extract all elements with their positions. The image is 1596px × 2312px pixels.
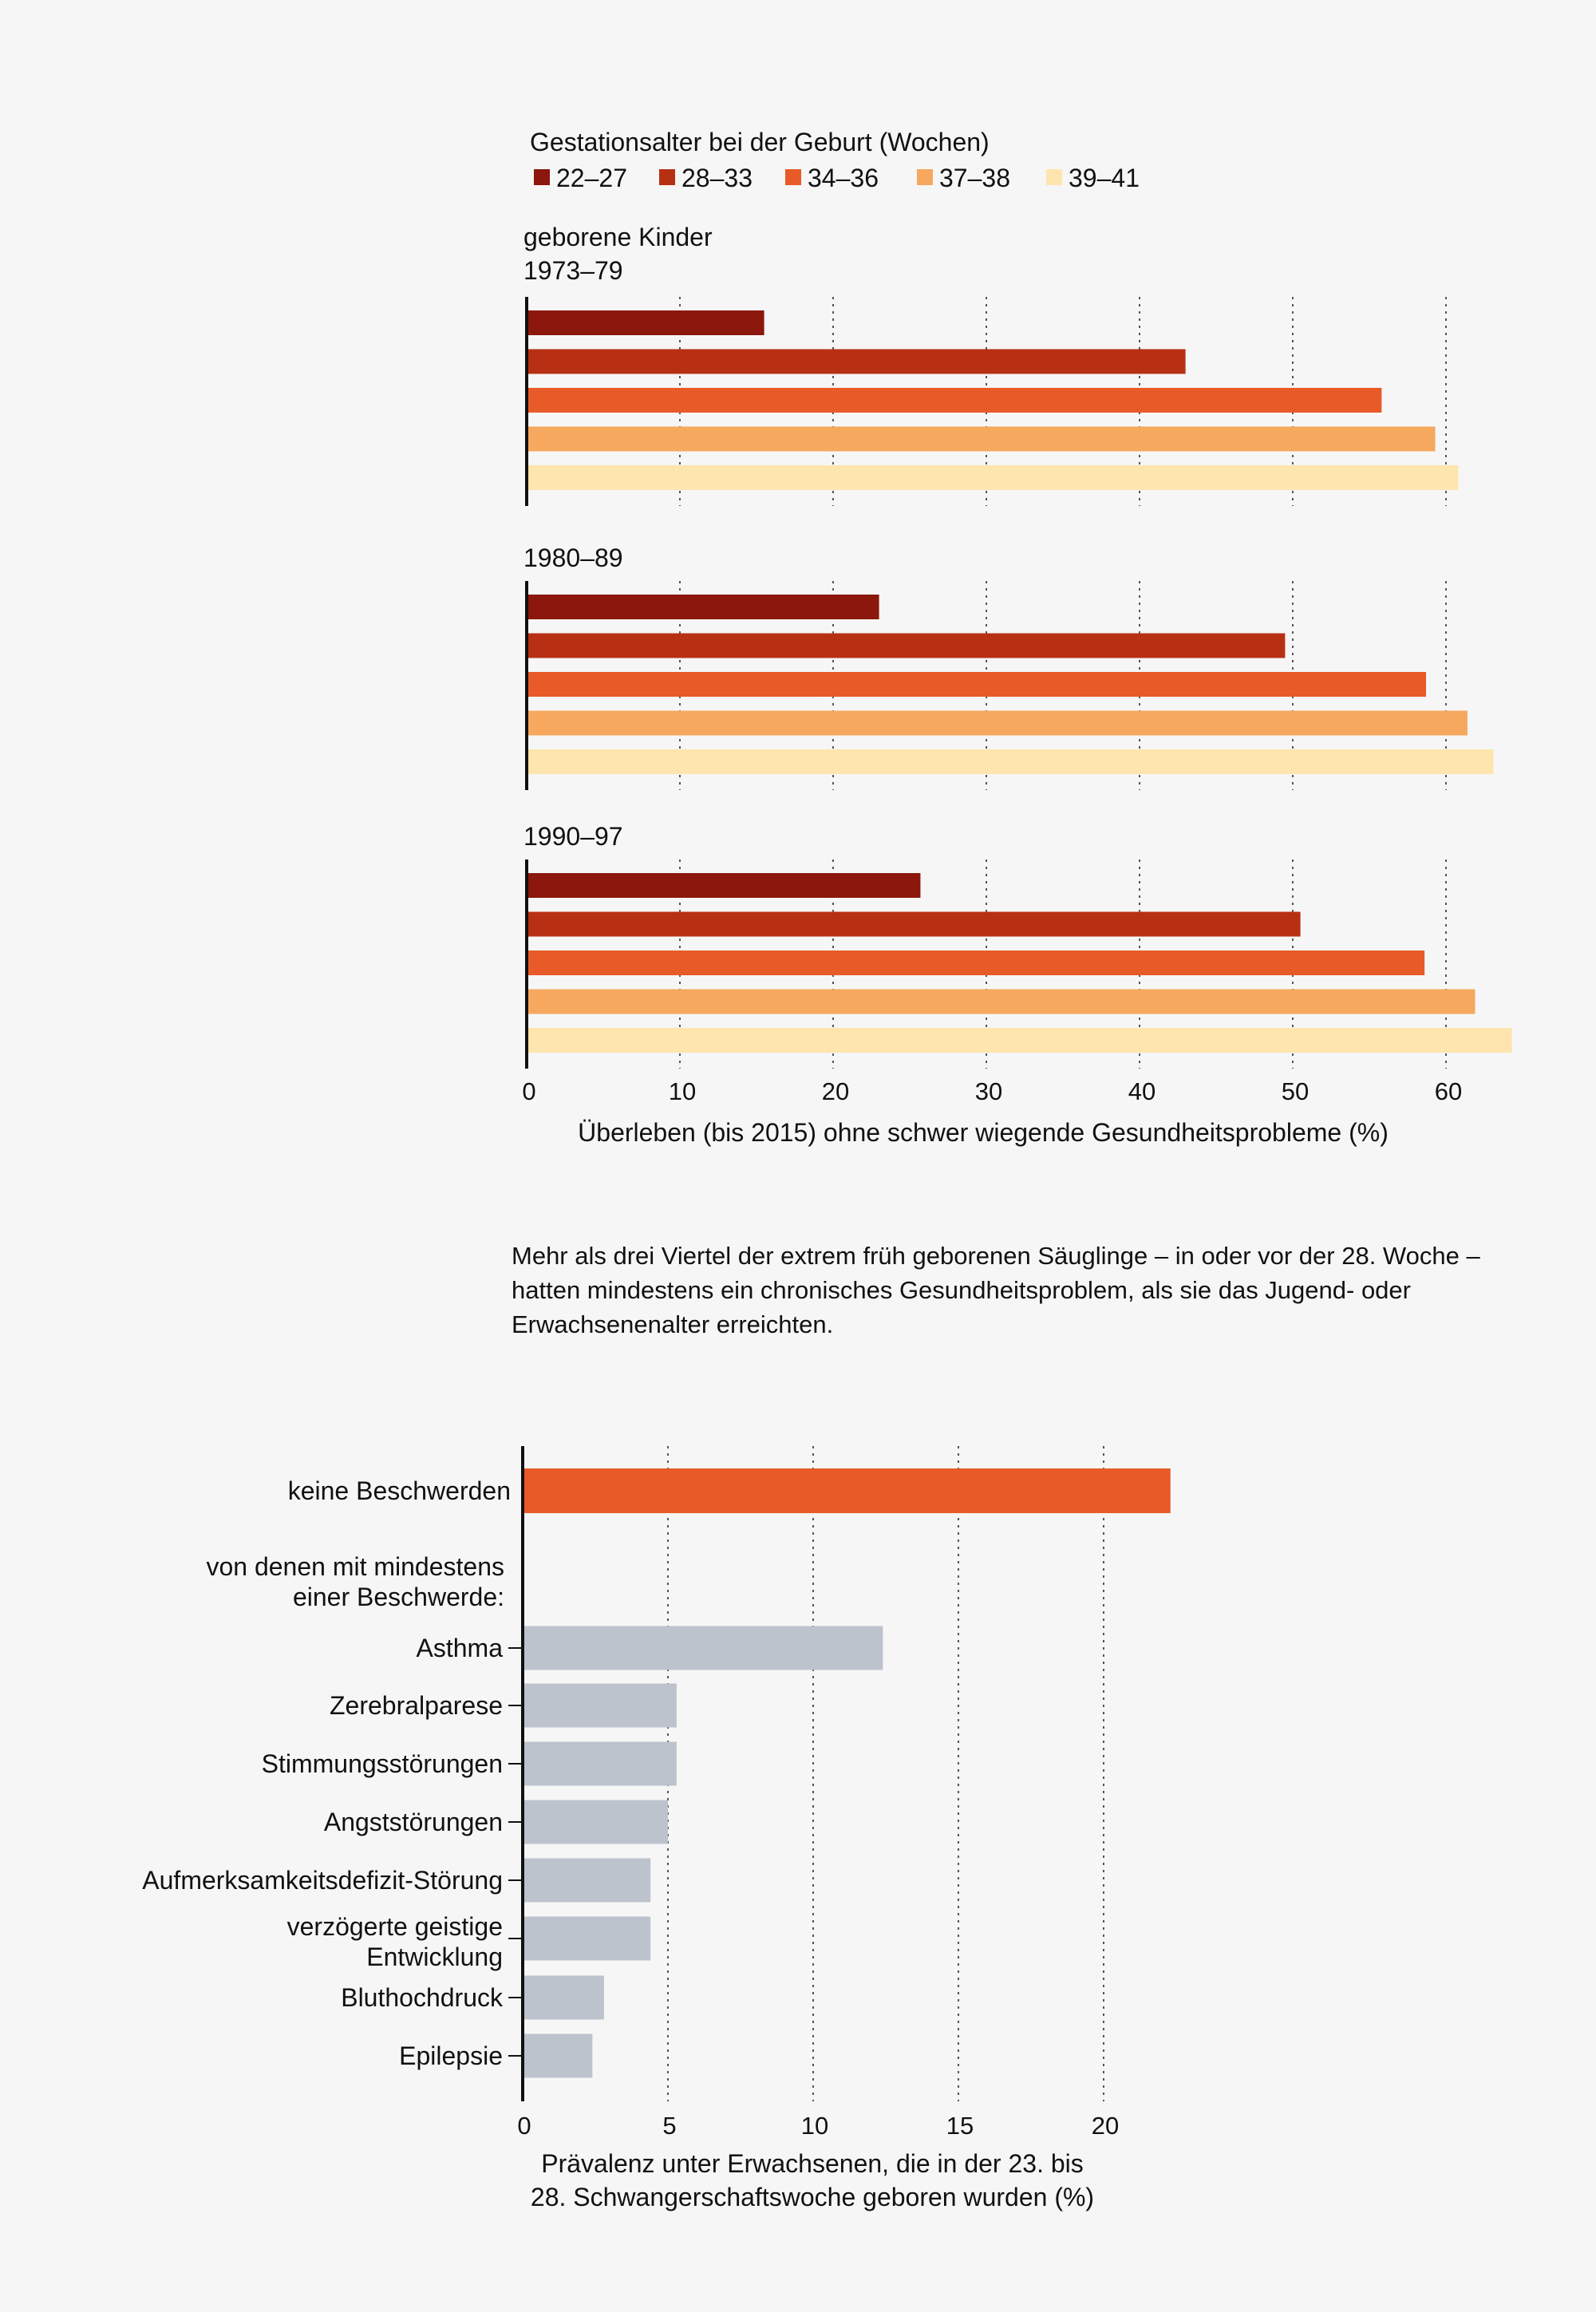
tick-label: 50 bbox=[1282, 1077, 1309, 1105]
tick-label: 40 bbox=[1128, 1077, 1156, 1105]
legend-swatch bbox=[1046, 169, 1062, 185]
bar bbox=[527, 1028, 1512, 1053]
bar bbox=[527, 911, 1301, 937]
bar bbox=[523, 1741, 677, 1786]
tick-label: 10 bbox=[801, 2112, 828, 2140]
bar bbox=[523, 1800, 668, 1844]
bar bbox=[523, 1468, 1171, 1513]
bar bbox=[527, 950, 1425, 975]
bar bbox=[527, 633, 1286, 658]
tick-label: 20 bbox=[1092, 2112, 1119, 2140]
bar bbox=[527, 426, 1436, 452]
category-label-line: Entwicklung bbox=[366, 1942, 503, 1971]
category-label: keine Beschwerden bbox=[288, 1476, 511, 1505]
prevalence-chart: keine Beschwerden Asthma Zerebralparese Sti… bbox=[142, 1446, 1171, 2211]
tick-label: 15 bbox=[946, 2112, 974, 2140]
explanatory-note: Mehr als drei Viertel der extrem früh ge… bbox=[512, 1242, 1480, 1338]
cohort-panel: 1980–89 bbox=[523, 543, 1494, 790]
bar bbox=[527, 388, 1382, 413]
tick-label: 10 bbox=[669, 1077, 696, 1105]
cohort-panel: 1990–97 bbox=[523, 822, 1512, 1069]
tick-label: 60 bbox=[1435, 1077, 1462, 1105]
legend-swatch bbox=[785, 169, 801, 185]
bar bbox=[527, 672, 1427, 697]
bar bbox=[527, 873, 921, 898]
group-label: von denen mit mindestens bbox=[206, 1552, 504, 1581]
bar bbox=[527, 349, 1186, 374]
x-axis-title: Überleben (bis 2015) ohne schwer wiegend… bbox=[578, 1118, 1389, 1147]
tick-label: 20 bbox=[822, 1077, 849, 1105]
panel-label: 1990–97 bbox=[523, 822, 623, 851]
legend-label: 37–38 bbox=[939, 164, 1010, 192]
legend-label: 28–33 bbox=[681, 164, 753, 192]
bar bbox=[523, 1858, 651, 1903]
category-label: verzögerte geistige Entwicklung bbox=[287, 1912, 503, 1971]
bar bbox=[523, 1683, 677, 1728]
cohort-panel: 1973–79 bbox=[523, 256, 1459, 506]
category-label: Stimmungsstörungen bbox=[262, 1749, 503, 1778]
category-label: Epilepsie bbox=[399, 2041, 503, 2070]
x-axis-title: 28. Schwangerschaftswoche geboren wurden… bbox=[531, 2183, 1094, 2211]
category-label: Aufmerksamkeitsdefizit-Störung bbox=[142, 1866, 503, 1895]
bar bbox=[527, 595, 879, 619]
legend-swatch bbox=[659, 169, 675, 185]
bar bbox=[527, 749, 1494, 774]
x-axis-title: Prävalenz unter Erwachsenen, die in der … bbox=[541, 2149, 1084, 2178]
bar bbox=[523, 1975, 604, 2020]
bar bbox=[527, 989, 1476, 1014]
legend-label: 34–36 bbox=[808, 164, 879, 192]
legend-swatch bbox=[917, 169, 933, 185]
bar bbox=[523, 2033, 593, 2078]
survival-chart: Gestationsalter bei der Geburt (Wochen) 2… bbox=[522, 128, 1512, 1147]
legend-label: 39–41 bbox=[1069, 164, 1140, 192]
category-label: Bluthochdruck bbox=[341, 1983, 504, 2012]
legend-swatch bbox=[534, 169, 550, 185]
tick-label: 5 bbox=[662, 2112, 676, 2140]
bar bbox=[523, 1626, 883, 1670]
category-label: Angststörungen bbox=[324, 1808, 503, 1836]
group-label: einer Beschwerde: bbox=[293, 1583, 504, 1611]
category-label-line: verzögerte geistige bbox=[287, 1912, 503, 1941]
category-label: Zerebralparese bbox=[330, 1691, 503, 1720]
legend-title: Gestationsalter bei der Geburt (Wochen) bbox=[530, 128, 990, 156]
tick-label: 0 bbox=[522, 1077, 535, 1105]
bar bbox=[527, 465, 1459, 490]
bar bbox=[527, 710, 1468, 736]
category-label: Asthma bbox=[417, 1634, 504, 1662]
panel-caption: geborene Kinder bbox=[523, 223, 713, 251]
bar bbox=[527, 310, 764, 335]
panel-label: 1973–79 bbox=[523, 256, 623, 285]
tick-label: 0 bbox=[517, 2112, 531, 2140]
bar bbox=[523, 1916, 651, 1961]
tick-label: 30 bbox=[975, 1077, 1002, 1105]
legend-label: 22–27 bbox=[556, 164, 627, 192]
panel-label: 1980–89 bbox=[523, 543, 623, 572]
